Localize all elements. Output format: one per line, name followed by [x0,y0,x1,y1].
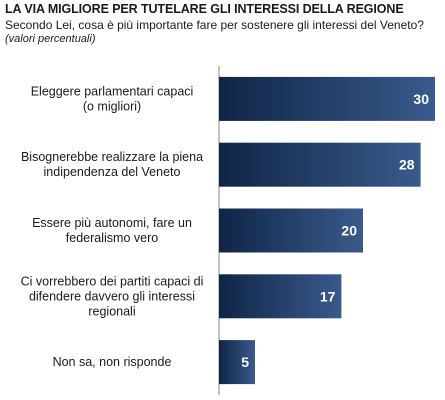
bar-5 [219,340,255,385]
bar-2 [219,142,421,187]
category-label-2: Bisognerebbe realizzare la piena indipend… [21,150,203,179]
category-label-1: Eleggere parlamentari capaci (o migliori) [31,84,194,113]
data-label-5: 5 [241,354,249,370]
data-label-4: 17 [320,288,336,304]
data-label-3: 20 [341,223,357,239]
bar-1 [219,76,435,121]
data-label-2: 28 [399,157,415,173]
bar-3 [219,208,363,253]
category-label-5: Non sa, non risponde [53,355,172,369]
category-label-4: Ci vorrebbero dei partiti capaci di difen… [21,274,204,318]
category-label-3: Essere più autonomi, fare un federalismo … [32,216,192,245]
bar-4 [219,274,342,319]
data-label-1: 30 [413,91,429,107]
chart-note: (valori percentuali) [5,33,96,45]
chart-subtitle: Secondo Lei, cosa è più importante fare … [5,18,424,32]
chart-title: LA VIA MIGLIORE PER TUTELARE GLI INTERES… [5,2,404,16]
